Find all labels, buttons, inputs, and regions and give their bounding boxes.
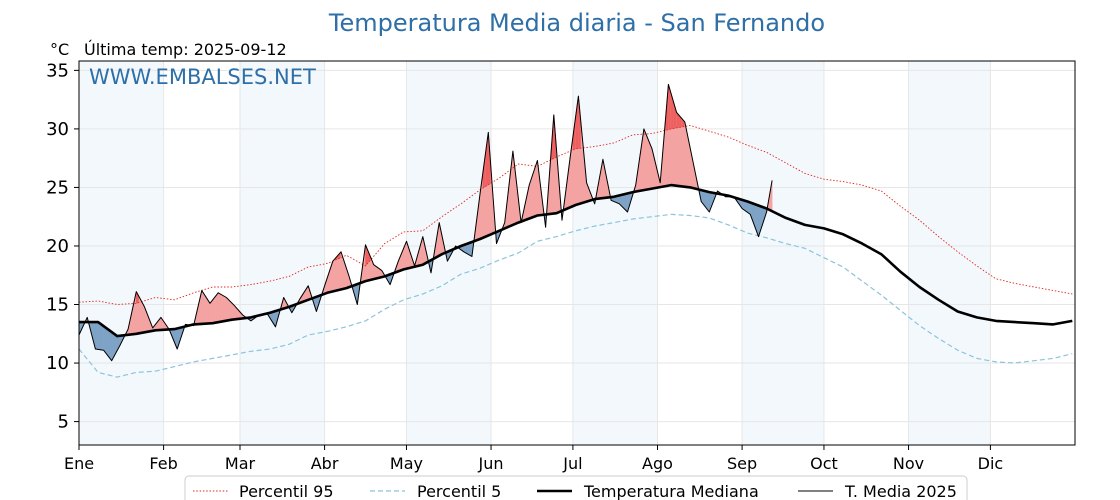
month-band bbox=[239, 61, 325, 445]
legend-label-current: T. Media 2025 bbox=[844, 482, 957, 500]
fill-above-median bbox=[217, 292, 222, 323]
x-tick-label: Mar bbox=[225, 454, 256, 473]
fill-below-median bbox=[103, 325, 107, 355]
legend-label-p95: Percentil 95 bbox=[239, 482, 334, 500]
fill-below-median bbox=[105, 327, 110, 359]
month-band bbox=[908, 61, 991, 445]
grid-lines bbox=[78, 61, 1075, 445]
legend: Percentil 95 Percentil 5 Temperatura Med… bbox=[184, 475, 968, 500]
x-tick-label: Sep bbox=[727, 454, 757, 473]
fill-above-median bbox=[212, 295, 216, 324]
fill-below-median bbox=[100, 323, 104, 351]
fill-below-median bbox=[97, 321, 102, 351]
y-tick-label: 30 bbox=[46, 119, 69, 140]
y-tick-label: 15 bbox=[46, 295, 69, 316]
fill-above-median bbox=[201, 289, 205, 325]
last-temp-label: Última temp: 2025-09-12 bbox=[84, 40, 287, 59]
watermark: WWW.EMBALSES.NET bbox=[89, 65, 316, 89]
y-tick-label: 10 bbox=[46, 353, 69, 374]
series-lines bbox=[78, 83, 1073, 378]
x-axis-ticks: Ene Feb Mar Abr May Jun Jul Ago Sep Oct Nov Dic bbox=[64, 445, 1003, 473]
legend-box bbox=[184, 475, 968, 500]
x-tick-label: Jun bbox=[478, 454, 504, 473]
y-tick-label: 20 bbox=[46, 236, 69, 257]
x-tick-label: Oct bbox=[810, 454, 838, 473]
fill-above-median bbox=[646, 135, 650, 190]
series-line-median bbox=[79, 183, 1073, 338]
series-line-current bbox=[78, 83, 773, 362]
y-tick-label: 35 bbox=[46, 60, 69, 81]
fill-above-median bbox=[643, 128, 647, 191]
plot-frame bbox=[78, 60, 1076, 446]
x-tick-label: Ene bbox=[64, 454, 94, 473]
y-tick-label: 5 bbox=[58, 412, 69, 433]
month-bands bbox=[79, 61, 991, 445]
month-band bbox=[572, 61, 658, 445]
fill-above-median bbox=[223, 295, 227, 322]
fill-above-median bbox=[226, 296, 230, 322]
series-line-p5 bbox=[78, 213, 1073, 378]
fill-above-median bbox=[335, 254, 339, 292]
fill-below-median bbox=[108, 329, 113, 362]
x-tick-label: Abr bbox=[311, 454, 339, 473]
fill-above-median bbox=[681, 117, 686, 188]
fill-below-median bbox=[95, 321, 99, 350]
month-band bbox=[742, 61, 824, 445]
x-tick-label: May bbox=[390, 454, 423, 473]
month-band bbox=[79, 61, 164, 445]
x-tick-label: Feb bbox=[149, 454, 177, 473]
fill-above-median bbox=[220, 293, 224, 323]
legend-label-p5: Percentil 5 bbox=[417, 482, 501, 500]
y-axis-ticks: 5 10 15 20 25 30 35 bbox=[46, 60, 79, 433]
x-tick-label: Nov bbox=[893, 454, 924, 473]
x-tick-label: Jul bbox=[562, 454, 582, 473]
fill-above-median bbox=[215, 291, 219, 324]
fill-above-median bbox=[332, 257, 336, 292]
x-tick-label: Dic bbox=[978, 454, 1004, 473]
x-tick-label: Ago bbox=[642, 454, 673, 473]
chart-title: Temperatura Media diaria - San Fernando bbox=[328, 9, 825, 37]
legend-label-median: Temperatura Mediana bbox=[583, 482, 759, 500]
series-line-p95 bbox=[78, 124, 1073, 305]
y-unit-label: °C bbox=[50, 40, 69, 59]
y-tick-label: 25 bbox=[46, 177, 69, 198]
